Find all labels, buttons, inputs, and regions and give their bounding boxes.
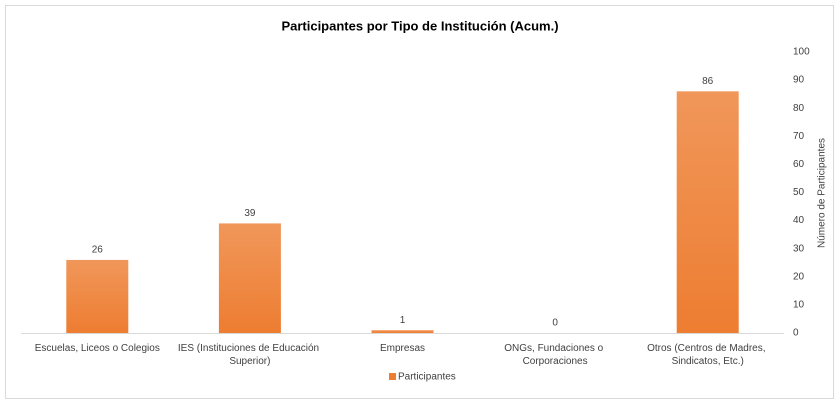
x-tick-label: Escuelas, Liceos o Colegios — [35, 343, 160, 354]
y-tick-label: 80 — [793, 103, 805, 114]
data-label: 1 — [400, 315, 406, 326]
data-label: 0 — [552, 318, 558, 329]
bar — [218, 223, 281, 333]
y-tick-label: 40 — [793, 215, 805, 226]
data-label: 26 — [92, 245, 104, 256]
x-tick-label: IES (Instituciones de Educación Superior… — [178, 343, 322, 367]
y-tick-label: 50 — [793, 187, 805, 198]
y-tick-label: 60 — [793, 159, 805, 170]
bar — [676, 91, 739, 333]
y-tick-label: 20 — [793, 271, 805, 282]
y-axis-label: Número de Participantes — [817, 138, 828, 248]
legend-label: Participantes — [398, 372, 456, 383]
data-label: 39 — [244, 208, 256, 219]
y-tick-label: 30 — [793, 243, 805, 254]
y-tick-label: 10 — [793, 300, 805, 311]
y-tick-label: 0 — [793, 328, 799, 339]
x-tick-label: Otros (Centros de Madres, Sindicatos, Et… — [647, 343, 768, 367]
legend-swatch — [389, 373, 396, 380]
chart-title: Participantes por Tipo de Institución (A… — [281, 18, 558, 33]
x-tick-label: Empresas — [380, 343, 425, 354]
y-tick-label: 90 — [793, 75, 805, 86]
y-tick-label: 70 — [793, 131, 805, 142]
x-tick-label: ONGs, Fundaciones o Corporaciones — [504, 343, 606, 367]
y-tick-label: 100 — [793, 47, 810, 58]
bar — [66, 259, 129, 333]
data-label: 86 — [702, 76, 714, 87]
bar — [371, 330, 434, 333]
